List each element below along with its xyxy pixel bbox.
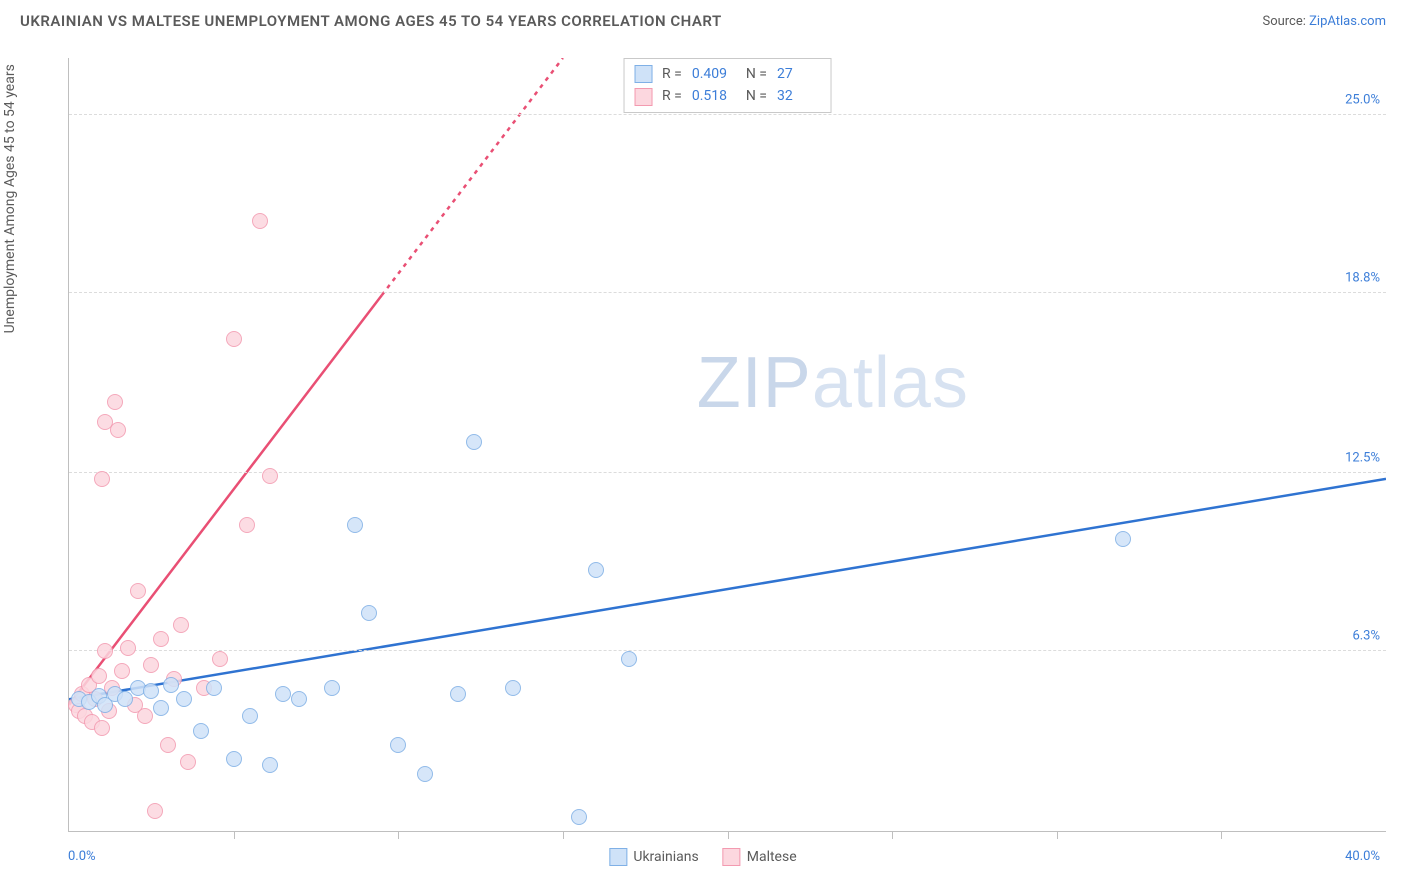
scatter-point-ukrainians bbox=[262, 757, 278, 773]
x-axis-tick bbox=[1221, 831, 1222, 839]
x-axis-tick bbox=[563, 831, 564, 839]
scatter-point-maltese bbox=[226, 331, 242, 347]
trend-lines bbox=[69, 58, 1386, 831]
stats-row-maltese: R = 0.518 N = 32 bbox=[634, 85, 821, 107]
n-value-ukrainians: 27 bbox=[777, 63, 821, 85]
scatter-point-ukrainians bbox=[505, 680, 521, 696]
scatter-point-maltese bbox=[262, 468, 278, 484]
watermark-light: atlas bbox=[812, 343, 969, 423]
scatter-point-ukrainians bbox=[588, 562, 604, 578]
stats-row-ukrainians: R = 0.409 N = 27 bbox=[634, 63, 821, 85]
scatter-point-maltese bbox=[252, 213, 268, 229]
scatter-point-ukrainians bbox=[291, 691, 307, 707]
scatter-point-maltese bbox=[153, 631, 169, 647]
scatter-point-ukrainians bbox=[466, 434, 482, 450]
scatter-point-ukrainians bbox=[450, 686, 466, 702]
scatter-point-ukrainians bbox=[176, 691, 192, 707]
y-axis-tick-label: 25.0% bbox=[1345, 93, 1380, 108]
plot-area: ZIPatlas R = 0.409 N = 27 R = 0.518 N = … bbox=[68, 58, 1386, 832]
source-prefix: Source: bbox=[1262, 14, 1309, 29]
source-link[interactable]: ZipAtlas.com bbox=[1309, 14, 1386, 29]
legend-label-maltese: Maltese bbox=[747, 849, 797, 865]
scatter-point-maltese bbox=[91, 668, 107, 684]
scatter-point-ukrainians bbox=[361, 605, 377, 621]
x-axis-start-label: 0.0% bbox=[68, 849, 96, 864]
swatch-ukrainians bbox=[634, 65, 652, 83]
chart-container: Unemployment Among Ages 45 to 54 years Z… bbox=[20, 48, 1386, 872]
source-label: Source: ZipAtlas.com bbox=[1262, 14, 1386, 29]
gridline-h bbox=[69, 292, 1386, 293]
n-value-maltese: 32 bbox=[777, 85, 821, 107]
stats-legend-box: R = 0.409 N = 27 R = 0.518 N = 32 bbox=[623, 58, 832, 113]
r-value-maltese: 0.518 bbox=[692, 85, 736, 107]
swatch-ukrainians bbox=[609, 848, 627, 866]
legend-item-maltese: Maltese bbox=[723, 848, 797, 866]
gridline-h bbox=[69, 650, 1386, 651]
scatter-point-maltese bbox=[110, 422, 126, 438]
scatter-point-maltese bbox=[137, 708, 153, 724]
scatter-point-ukrainians bbox=[390, 737, 406, 753]
n-label: N = bbox=[746, 63, 767, 85]
swatch-maltese bbox=[723, 848, 741, 866]
scatter-point-maltese bbox=[114, 663, 130, 679]
scatter-point-ukrainians bbox=[1115, 531, 1131, 547]
r-label: R = bbox=[662, 85, 682, 107]
y-axis-tick-label: 18.8% bbox=[1345, 270, 1380, 285]
scatter-point-ukrainians bbox=[242, 708, 258, 724]
scatter-point-maltese bbox=[97, 643, 113, 659]
x-axis-tick bbox=[728, 831, 729, 839]
x-axis-tick bbox=[234, 831, 235, 839]
scatter-point-ukrainians bbox=[206, 680, 222, 696]
scatter-point-ukrainians bbox=[226, 751, 242, 767]
y-axis-tick-label: 6.3% bbox=[1352, 628, 1380, 643]
legend-item-ukrainians: Ukrainians bbox=[609, 848, 698, 866]
scatter-point-ukrainians bbox=[143, 683, 159, 699]
scatter-point-maltese bbox=[173, 617, 189, 633]
scatter-point-maltese bbox=[212, 651, 228, 667]
scatter-point-ukrainians bbox=[275, 686, 291, 702]
r-value-ukrainians: 0.409 bbox=[692, 63, 736, 85]
scatter-point-maltese bbox=[130, 583, 146, 599]
chart-title: UKRAINIAN VS MALTESE UNEMPLOYMENT AMONG … bbox=[20, 12, 722, 30]
scatter-point-ukrainians bbox=[117, 691, 133, 707]
watermark-bold: ZIP bbox=[697, 343, 812, 423]
watermark: ZIPatlas bbox=[697, 342, 969, 424]
y-axis-tick-label: 12.5% bbox=[1345, 451, 1380, 466]
x-axis-tick bbox=[1057, 831, 1058, 839]
scatter-point-maltese bbox=[143, 657, 159, 673]
scatter-point-maltese bbox=[239, 517, 255, 533]
scatter-point-maltese bbox=[120, 640, 136, 656]
scatter-point-ukrainians bbox=[193, 723, 209, 739]
gridline-h bbox=[69, 114, 1386, 115]
scatter-point-maltese bbox=[147, 803, 163, 819]
swatch-maltese bbox=[634, 88, 652, 106]
legend-bottom: Ukrainians Maltese bbox=[609, 848, 796, 866]
scatter-point-maltese bbox=[94, 720, 110, 736]
scatter-point-maltese bbox=[180, 754, 196, 770]
scatter-point-ukrainians bbox=[153, 700, 169, 716]
x-axis-tick bbox=[892, 831, 893, 839]
scatter-point-ukrainians bbox=[571, 809, 587, 825]
scatter-point-maltese bbox=[160, 737, 176, 753]
n-label: N = bbox=[746, 85, 767, 107]
scatter-point-ukrainians bbox=[417, 766, 433, 782]
y-axis-label: Unemployment Among Ages 45 to 54 years bbox=[2, 64, 18, 333]
scatter-point-maltese bbox=[107, 394, 123, 410]
legend-label-ukrainians: Ukrainians bbox=[633, 849, 698, 865]
scatter-point-ukrainians bbox=[347, 517, 363, 533]
scatter-point-ukrainians bbox=[621, 651, 637, 667]
scatter-point-maltese bbox=[94, 471, 110, 487]
r-label: R = bbox=[662, 63, 682, 85]
scatter-point-ukrainians bbox=[163, 677, 179, 693]
x-axis-tick bbox=[398, 831, 399, 839]
x-axis-end-label: 40.0% bbox=[1345, 849, 1380, 864]
scatter-point-ukrainians bbox=[324, 680, 340, 696]
